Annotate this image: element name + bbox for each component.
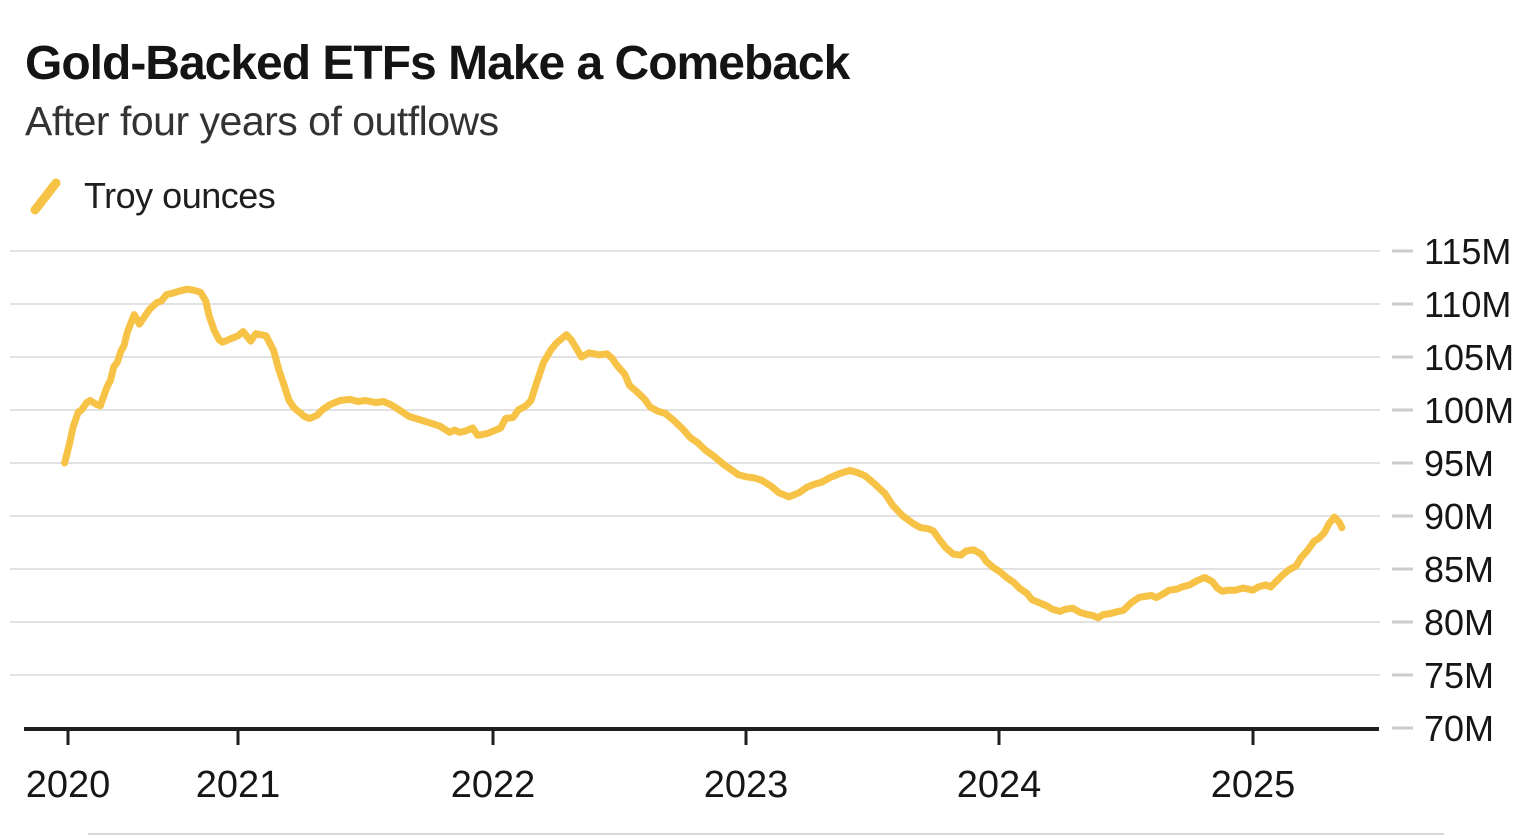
chart-subtitle: After four years of outflows [25,98,499,144]
x-axis-label: 2023 [704,764,789,806]
y-axis-label: 95M [1424,443,1494,484]
y-axis-label: 70M [1424,708,1494,749]
series-line [61,285,1346,622]
x-axis-label: 2020 [26,764,111,806]
y-axis-label: 105M [1424,337,1514,378]
legend: Troy ounces [26,172,276,220]
bottom-divider [88,833,1444,835]
legend-label: Troy ounces [84,175,276,216]
x-axis-label: 2021 [196,764,281,806]
x-axis-label: 2024 [957,764,1042,806]
chart-title: Gold-Backed ETFs Make a Comeback [25,37,850,90]
x-axis-label: 2022 [451,764,536,806]
y-axis-label: 85M [1424,549,1494,590]
y-axis-label: 90M [1424,496,1494,537]
x-axis-label: 2025 [1211,764,1296,806]
y-axis-label: 75M [1424,655,1494,696]
y-axis-label: 110M [1424,284,1511,325]
legend-slash-icon [30,178,61,215]
y-axis-label: 100M [1424,390,1514,431]
y-axis-label: 80M [1424,602,1494,643]
y-axis-label: 115M [1424,231,1511,272]
